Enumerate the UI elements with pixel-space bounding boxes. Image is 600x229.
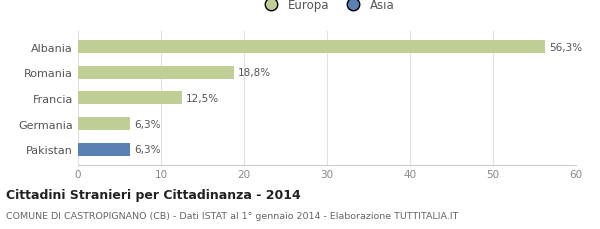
Bar (78, 118, 130, 130)
Text: COMUNE DI CASTROPIGNANO (CB) - Dati ISTAT al 1° gennaio 2014 - Elaborazione TUTT: COMUNE DI CASTROPIGNANO (CB) - Dati ISTA… (6, 211, 458, 220)
Text: Cittadini Stranieri per Cittadinanza - 2014: Cittadini Stranieri per Cittadinanza - 2… (6, 188, 301, 201)
Text: 56,3%: 56,3% (550, 42, 583, 52)
Text: 6,3%: 6,3% (134, 119, 161, 129)
Bar (78, 92, 182, 105)
Legend: Europa, Asia: Europa, Asia (256, 0, 398, 15)
Text: 18,8%: 18,8% (238, 68, 271, 78)
Bar (78, 41, 545, 54)
Text: 6,3%: 6,3% (134, 144, 161, 155)
Text: 12,5%: 12,5% (186, 93, 219, 104)
Bar (78, 67, 234, 79)
Bar (78, 143, 130, 156)
